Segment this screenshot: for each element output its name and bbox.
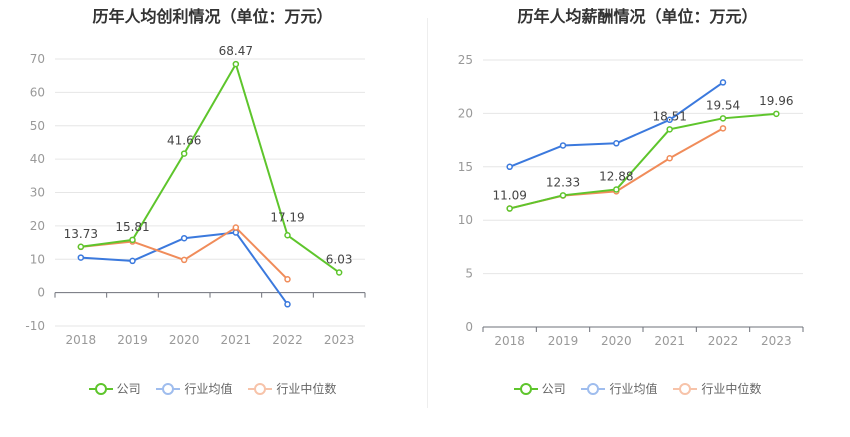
y-tick-label: 10 xyxy=(30,252,45,266)
data-point xyxy=(719,115,727,122)
x-tick-label: 2020 xyxy=(601,334,632,348)
salary-per-capita-chart: 历年人均薪酬情况（单位：万元） 0 5 10 15 20 25 2018 2019 2020 20… xyxy=(425,0,850,437)
y-tick-label: 0 xyxy=(465,320,473,334)
x-tick-label: 2020 xyxy=(169,333,200,347)
data-point xyxy=(77,243,85,251)
x-tick-label: 2022 xyxy=(272,333,303,347)
legend-item-company[interactable]: 公司 xyxy=(513,380,566,397)
data-point xyxy=(180,234,188,242)
data-point xyxy=(335,269,343,276)
data-point xyxy=(613,186,620,193)
data-point xyxy=(506,205,513,212)
data-label: 18.51 xyxy=(652,109,686,123)
legend-label: 公司 xyxy=(541,382,566,396)
chart-plot: 0 5 10 15 20 25 2018 2019 2020 2021 2022 2023 11.09 1… xyxy=(458,53,804,348)
chart-legend: 公司 行业均值 行业中位数 xyxy=(0,380,425,397)
data-label: 15.81 xyxy=(115,220,149,234)
legend-marker-company xyxy=(88,382,113,395)
y-tick-label: 40 xyxy=(30,152,45,166)
series-line xyxy=(80,63,340,274)
data-point xyxy=(284,232,291,239)
series-line xyxy=(509,112,777,210)
y-tick-label: 25 xyxy=(458,53,473,67)
panel-divider xyxy=(427,18,428,408)
legend-label: 公司 xyxy=(116,382,141,396)
legend-marker-company xyxy=(513,382,538,395)
x-tick-label: 2023 xyxy=(761,334,792,348)
x-tick-label: 2019 xyxy=(548,334,579,348)
data-point xyxy=(284,301,291,308)
legend-marker-industry-average xyxy=(581,382,606,395)
y-tick-label: -10 xyxy=(25,319,45,333)
chart-plot: -10 0 10 20 30 40 50 60 70 2018 2019 2020 2021 2022 20… xyxy=(25,44,366,347)
data-point xyxy=(666,126,673,133)
data-label: 19.96 xyxy=(759,94,793,108)
data-point xyxy=(232,224,240,231)
data-point xyxy=(666,116,673,124)
y-tick-label: 15 xyxy=(458,160,473,174)
y-tick-label: 5 xyxy=(465,267,473,281)
data-label: 12.33 xyxy=(546,175,580,189)
legend-label: 行业中位数 xyxy=(276,382,337,396)
legend-item-industry-median[interactable]: 行业中位数 xyxy=(673,380,761,397)
profit-per-capita-chart: 历年人均创利情况（单位：万元） -10 0 10 20 30 40 50 60 70 2018 20… xyxy=(0,7,425,397)
data-point xyxy=(180,256,188,264)
data-label: 13.73 xyxy=(64,227,98,241)
data-label: 12.88 xyxy=(599,169,633,183)
data-point xyxy=(129,257,136,265)
data-point xyxy=(180,150,188,157)
data-point xyxy=(129,236,136,244)
y-tick-label: 70 xyxy=(30,52,45,66)
data-point xyxy=(232,60,240,68)
data-point xyxy=(559,142,567,149)
y-tick-label: 60 xyxy=(30,85,45,99)
x-tick-label: 2018 xyxy=(494,334,525,348)
data-point xyxy=(559,192,567,199)
x-tick-label: 2021 xyxy=(654,334,685,348)
data-point xyxy=(719,125,727,132)
data-point xyxy=(284,276,291,283)
y-tick-label: 0 xyxy=(37,286,45,300)
data-label: 17.19 xyxy=(270,210,304,224)
chart-title: 历年人均薪酬情况（单位：万元） xyxy=(517,7,758,26)
data-label: 41.66 xyxy=(167,134,201,148)
y-tick-label: 20 xyxy=(30,219,45,233)
data-point xyxy=(77,254,85,261)
data-label: 11.09 xyxy=(492,189,526,203)
chart-title: 历年人均创利情况（单位：万元） xyxy=(92,7,333,26)
data-point xyxy=(613,140,620,147)
y-tick-label: 50 xyxy=(30,119,45,133)
legend-marker-industry-average xyxy=(156,382,181,395)
x-tick-label: 2018 xyxy=(66,333,97,347)
y-tick-label: 30 xyxy=(30,186,45,200)
data-point xyxy=(666,155,673,162)
chart-legend: 公司 行业均值 行业中位数 xyxy=(425,380,850,397)
legend-item-company[interactable]: 公司 xyxy=(88,380,141,397)
x-tick-label: 2019 xyxy=(117,333,148,347)
legend-item-industry-average[interactable]: 行业均值 xyxy=(581,380,658,397)
legend-marker-industry-median xyxy=(673,382,698,395)
legend-label: 行业中位数 xyxy=(701,382,762,396)
y-tick-label: 20 xyxy=(458,106,473,120)
y-tick-label: 10 xyxy=(458,213,473,227)
data-point xyxy=(719,79,727,86)
legend-label: 行业均值 xyxy=(184,382,233,396)
data-label: 68.47 xyxy=(219,44,253,58)
legend-item-industry-median[interactable]: 行业中位数 xyxy=(248,380,336,397)
data-label: 6.03 xyxy=(326,252,353,266)
data-point xyxy=(506,163,513,171)
legend-marker-industry-median xyxy=(248,382,273,395)
x-tick-label: 2023 xyxy=(324,333,355,347)
x-tick-label: 2022 xyxy=(708,334,739,348)
legend-item-industry-average[interactable]: 行业均值 xyxy=(156,380,233,397)
data-label: 19.54 xyxy=(706,98,740,112)
data-point xyxy=(232,229,240,236)
x-tick-label: 2021 xyxy=(221,333,252,347)
data-point xyxy=(773,110,780,118)
legend-label: 行业均值 xyxy=(609,382,658,396)
